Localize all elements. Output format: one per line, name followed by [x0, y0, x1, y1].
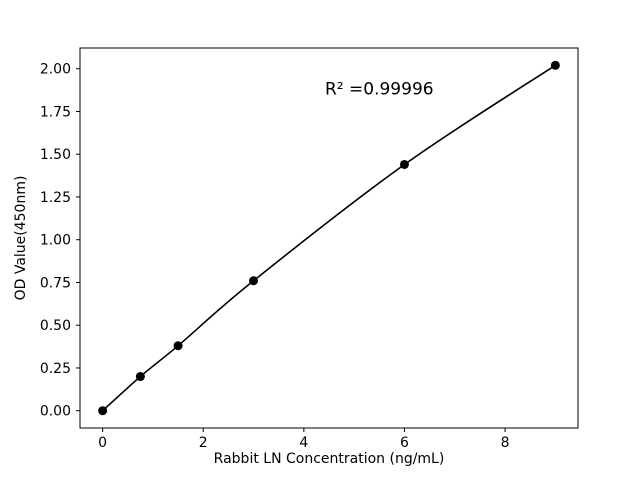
data-point-marker: [399, 159, 409, 169]
y-tick-label: 0.25: [40, 361, 71, 377]
x-tick-label: 8: [501, 435, 510, 451]
y-axis-label: OD Value(450nm): [13, 176, 29, 301]
y-tick-label: 1.25: [40, 190, 71, 206]
y-tick-label: 0.75: [40, 275, 71, 291]
y-tick-label: 1.00: [40, 233, 71, 249]
y-tick-label: 1.50: [40, 147, 71, 163]
x-axis-label: Rabbit LN Concentration (ng/mL): [214, 451, 445, 467]
y-tick-label: 2.00: [40, 62, 71, 78]
r-squared-annotation: R² =0.99996: [325, 79, 434, 99]
x-tick-label: 6: [400, 435, 409, 451]
x-tick-label: 0: [98, 435, 107, 451]
data-point-marker: [550, 60, 560, 70]
standard-curve-line: [102, 64, 556, 412]
y-tick-label: 0.00: [40, 404, 71, 420]
plot-area: 0 2 4 6 8 0.00 0.25 0.50 0.75 1.00 1.25 1.50 1.75 2.0…: [40, 47, 579, 451]
x-tick-label: 2: [199, 435, 208, 451]
x-tick-label: 4: [299, 435, 308, 451]
y-tick-label: 1.75: [40, 104, 71, 120]
data-point-marker: [249, 276, 259, 286]
data-point-marker: [135, 372, 145, 382]
data-point-marker: [98, 406, 108, 416]
y-tick-label: 0.50: [40, 318, 71, 334]
axes-spines: [79, 47, 579, 429]
data-point-marker: [173, 341, 183, 351]
